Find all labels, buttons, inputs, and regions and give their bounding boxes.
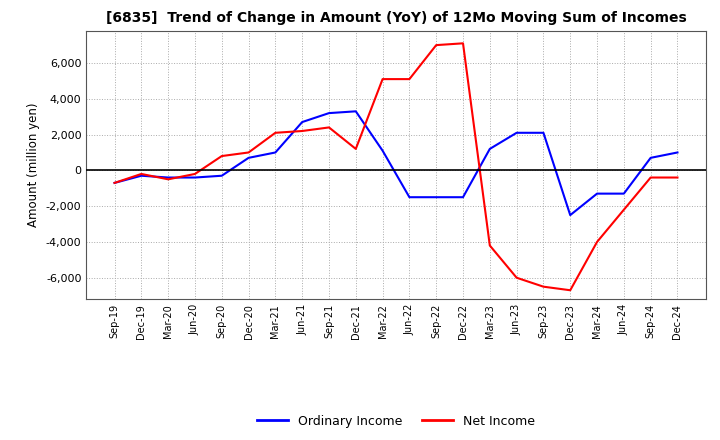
Y-axis label: Amount (million yen): Amount (million yen): [27, 103, 40, 227]
Ordinary Income: [513, 130, 521, 136]
Net Income: [485, 243, 494, 248]
Ordinary Income: [217, 173, 226, 178]
Line: Net Income: Net Income: [114, 43, 678, 290]
Ordinary Income: [110, 180, 119, 186]
Legend: Ordinary Income, Net Income: Ordinary Income, Net Income: [252, 410, 540, 433]
Line: Ordinary Income: Ordinary Income: [114, 111, 678, 215]
Ordinary Income: [459, 194, 467, 200]
Title: [6835]  Trend of Change in Amount (YoY) of 12Mo Moving Sum of Incomes: [6835] Trend of Change in Amount (YoY) o…: [106, 11, 686, 26]
Ordinary Income: [539, 130, 548, 136]
Ordinary Income: [244, 155, 253, 161]
Net Income: [271, 130, 279, 136]
Net Income: [191, 171, 199, 176]
Net Income: [351, 146, 360, 151]
Net Income: [298, 128, 307, 134]
Ordinary Income: [566, 213, 575, 218]
Net Income: [244, 150, 253, 155]
Ordinary Income: [325, 110, 333, 116]
Net Income: [432, 43, 441, 48]
Ordinary Income: [191, 175, 199, 180]
Net Income: [513, 275, 521, 280]
Ordinary Income: [647, 155, 655, 161]
Net Income: [647, 175, 655, 180]
Ordinary Income: [485, 146, 494, 151]
Ordinary Income: [351, 109, 360, 114]
Net Income: [459, 40, 467, 46]
Net Income: [619, 207, 628, 213]
Ordinary Income: [593, 191, 601, 196]
Net Income: [566, 288, 575, 293]
Ordinary Income: [378, 148, 387, 153]
Ordinary Income: [432, 194, 441, 200]
Net Income: [673, 175, 682, 180]
Net Income: [593, 239, 601, 245]
Net Income: [217, 154, 226, 159]
Net Income: [378, 77, 387, 82]
Net Income: [164, 177, 173, 182]
Net Income: [539, 284, 548, 290]
Ordinary Income: [164, 175, 173, 180]
Ordinary Income: [673, 150, 682, 155]
Ordinary Income: [271, 150, 279, 155]
Net Income: [405, 77, 414, 82]
Net Income: [110, 180, 119, 186]
Ordinary Income: [298, 119, 307, 125]
Ordinary Income: [137, 173, 145, 178]
Net Income: [137, 171, 145, 176]
Net Income: [325, 125, 333, 130]
Ordinary Income: [619, 191, 628, 196]
Ordinary Income: [405, 194, 414, 200]
